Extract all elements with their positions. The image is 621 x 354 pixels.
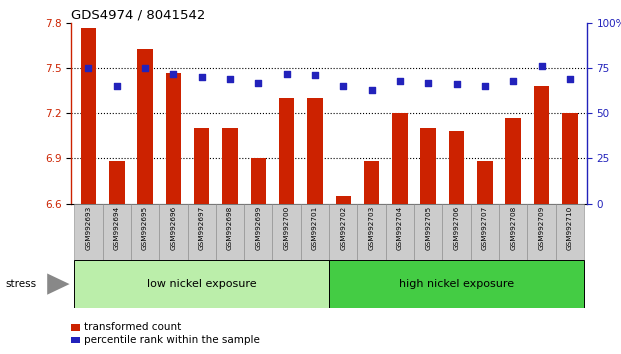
Bar <box>222 128 238 204</box>
Bar <box>279 98 294 204</box>
Bar <box>329 204 358 260</box>
Text: percentile rank within the sample: percentile rank within the sample <box>84 335 260 345</box>
Text: GSM992702: GSM992702 <box>340 206 347 250</box>
Bar <box>75 260 329 308</box>
Point <box>508 78 518 84</box>
Bar <box>159 204 188 260</box>
Bar <box>102 204 131 260</box>
Point <box>253 80 263 85</box>
Text: GSM992694: GSM992694 <box>114 206 120 250</box>
Text: GSM992697: GSM992697 <box>199 206 205 250</box>
Bar <box>449 131 465 204</box>
Point <box>83 65 93 71</box>
Text: GSM992701: GSM992701 <box>312 206 318 250</box>
Point <box>424 80 433 85</box>
Bar <box>335 196 351 204</box>
Text: GSM992700: GSM992700 <box>284 206 289 250</box>
Bar <box>301 204 329 260</box>
Bar <box>527 204 556 260</box>
Text: low nickel exposure: low nickel exposure <box>147 279 256 289</box>
Point <box>282 71 292 76</box>
Bar <box>556 204 584 260</box>
Bar <box>471 204 499 260</box>
Text: GSM992705: GSM992705 <box>425 206 431 250</box>
Bar <box>137 48 153 204</box>
Point <box>197 74 207 80</box>
Text: GSM992696: GSM992696 <box>170 206 176 250</box>
Bar <box>329 260 584 308</box>
Point <box>451 81 461 87</box>
Bar <box>499 204 527 260</box>
Text: GSM992707: GSM992707 <box>482 206 488 250</box>
Point <box>565 76 575 82</box>
Point <box>310 73 320 78</box>
Text: GSM992710: GSM992710 <box>567 206 573 250</box>
Point <box>366 87 376 93</box>
Bar <box>307 98 323 204</box>
Bar <box>194 128 209 204</box>
Bar <box>392 113 408 204</box>
Text: GSM992693: GSM992693 <box>86 206 91 250</box>
Text: GSM992704: GSM992704 <box>397 206 403 250</box>
Bar <box>81 28 96 204</box>
Bar <box>505 118 521 204</box>
Bar <box>477 161 492 204</box>
Text: GSM992699: GSM992699 <box>255 206 261 250</box>
Point <box>112 83 122 89</box>
Bar <box>188 204 216 260</box>
Bar <box>131 204 159 260</box>
Text: GSM992695: GSM992695 <box>142 206 148 250</box>
Bar <box>273 204 301 260</box>
Text: stress: stress <box>5 279 36 289</box>
Point <box>480 83 490 89</box>
Bar <box>442 204 471 260</box>
Text: high nickel exposure: high nickel exposure <box>399 279 514 289</box>
Text: GSM992709: GSM992709 <box>538 206 545 250</box>
Bar <box>216 204 244 260</box>
Point <box>225 76 235 82</box>
Text: transformed count: transformed count <box>84 322 182 332</box>
Bar <box>109 161 125 204</box>
Bar <box>358 204 386 260</box>
Bar <box>250 158 266 204</box>
Bar <box>75 204 102 260</box>
Bar <box>364 161 379 204</box>
Bar <box>562 113 578 204</box>
Bar <box>414 204 442 260</box>
Bar <box>533 86 550 204</box>
Point <box>537 63 546 69</box>
Bar <box>420 128 436 204</box>
Point <box>338 83 348 89</box>
Bar <box>386 204 414 260</box>
Text: GSM992708: GSM992708 <box>510 206 516 250</box>
Text: GSM992706: GSM992706 <box>453 206 460 250</box>
Text: GSM992698: GSM992698 <box>227 206 233 250</box>
Point <box>140 65 150 71</box>
Point <box>395 78 405 84</box>
Point <box>168 71 178 76</box>
Text: GDS4974 / 8041542: GDS4974 / 8041542 <box>71 9 206 22</box>
Bar <box>244 204 273 260</box>
Text: GSM992703: GSM992703 <box>369 206 374 250</box>
Bar <box>166 73 181 204</box>
